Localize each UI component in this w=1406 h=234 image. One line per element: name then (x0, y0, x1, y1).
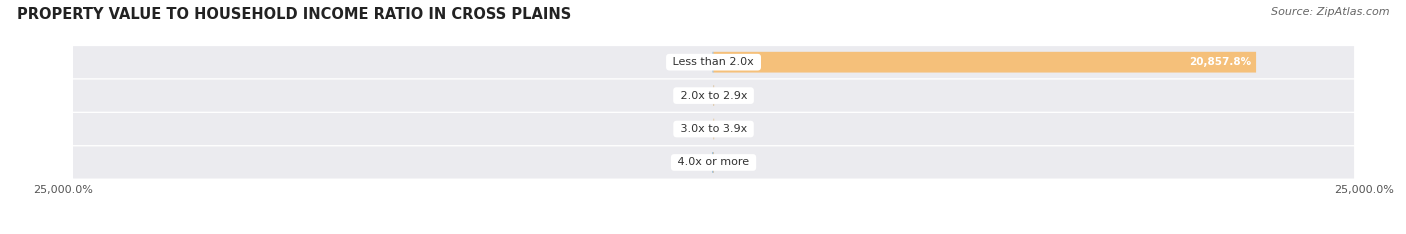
Text: Less than 2.0x: Less than 2.0x (669, 57, 758, 67)
Text: Source: ZipAtlas.com: Source: ZipAtlas.com (1271, 7, 1389, 17)
Text: 22.9%: 22.9% (720, 91, 752, 101)
Text: 17.9%: 17.9% (720, 157, 752, 168)
FancyBboxPatch shape (73, 80, 1354, 112)
Text: PROPERTY VALUE TO HOUSEHOLD INCOME RATIO IN CROSS PLAINS: PROPERTY VALUE TO HOUSEHOLD INCOME RATIO… (17, 7, 571, 22)
Text: 24.0%: 24.0% (720, 124, 752, 134)
Text: 4.0x or more: 4.0x or more (675, 157, 752, 168)
Text: 36.7%: 36.7% (675, 57, 707, 67)
FancyBboxPatch shape (73, 113, 1354, 145)
Text: 20,857.8%: 20,857.8% (1188, 57, 1251, 67)
Text: 6.1%: 6.1% (682, 124, 709, 134)
FancyBboxPatch shape (713, 52, 1256, 73)
Text: 2.0x to 2.9x: 2.0x to 2.9x (676, 91, 751, 101)
FancyBboxPatch shape (73, 146, 1354, 179)
FancyBboxPatch shape (73, 46, 1354, 78)
Text: 10.2%: 10.2% (675, 91, 709, 101)
Text: 46.9%: 46.9% (673, 157, 707, 168)
Text: 3.0x to 3.9x: 3.0x to 3.9x (676, 124, 751, 134)
